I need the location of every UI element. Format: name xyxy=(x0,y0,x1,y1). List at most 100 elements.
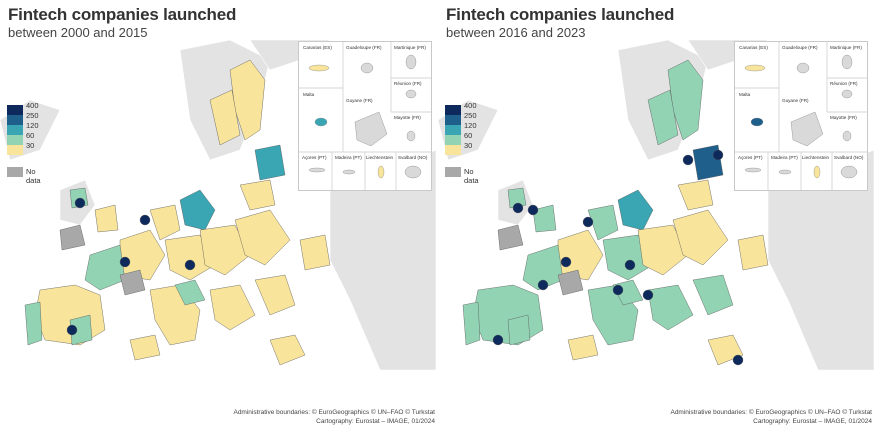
legend-swatch xyxy=(445,135,461,145)
nuts-region xyxy=(617,189,654,231)
inset-box: Canarias (ES) Guadeloupe (FR) Martinique… xyxy=(298,41,432,191)
inset-box: Canarias (ES) Guadeloupe (FR) Martinique… xyxy=(734,41,868,191)
legend-swatch xyxy=(445,115,461,125)
inset-label: Svalbard (NO) xyxy=(834,155,864,160)
legend-swatch xyxy=(7,145,23,155)
nuts-region xyxy=(234,209,291,266)
nuts-region xyxy=(637,224,689,276)
inset-label: Madeira (PT) xyxy=(335,155,362,160)
nuts-region xyxy=(567,334,599,361)
nuts-region xyxy=(522,244,564,291)
capital-region xyxy=(512,202,524,214)
capital-region xyxy=(582,216,594,228)
nuts-region xyxy=(119,269,146,296)
nuts-region xyxy=(299,234,331,271)
capital-region xyxy=(492,334,504,346)
credits-line: Cartography: Eurostat – IMAGE, 01/2024 xyxy=(316,418,435,425)
capital-region xyxy=(537,279,549,291)
nuts-region xyxy=(209,284,256,331)
nuts-region xyxy=(34,284,106,346)
nuts-region xyxy=(677,179,714,211)
nuts-region xyxy=(692,274,734,316)
inset-label: Svalbard (NO) xyxy=(398,155,428,160)
inset-label: Madeira (PT) xyxy=(771,155,798,160)
inset-label: Liechtenstein xyxy=(802,155,830,160)
capital-region xyxy=(66,324,78,336)
nuts-region xyxy=(149,204,181,241)
inset-label: Guadeloupe (FR) xyxy=(346,45,382,50)
inset-label: Martinique (FR) xyxy=(830,45,862,50)
nuts-region xyxy=(254,274,296,316)
nuts-region xyxy=(199,224,251,276)
credits-line: Administrative boundaries: © EuroGeograp… xyxy=(233,409,435,416)
nuts-region xyxy=(472,284,544,346)
inset-label: Malta xyxy=(303,92,315,97)
capital-region xyxy=(119,256,131,268)
inset-label: Açores (PT) xyxy=(738,155,763,160)
inset-label: Guyane (FR) xyxy=(346,98,373,103)
legend-swatch xyxy=(7,125,23,135)
nuts-region xyxy=(69,314,93,346)
inset-label: Açores (PT) xyxy=(302,155,327,160)
inset-label: Martinique (FR) xyxy=(394,45,426,50)
inset-label: Mayotte (FR) xyxy=(830,115,857,120)
map-subtitle: between 2000 and 2015 xyxy=(8,25,148,40)
nuts-region xyxy=(209,89,241,146)
inset-label: Guyane (FR) xyxy=(782,98,809,103)
legend-swatch xyxy=(7,115,23,125)
nuts-region xyxy=(24,301,43,346)
nuts-region xyxy=(672,209,729,266)
capital-region xyxy=(139,214,151,226)
inset-label: Réunion (FR) xyxy=(394,81,422,86)
capital-region xyxy=(184,259,196,271)
non-eu-land xyxy=(767,149,874,371)
capital-region xyxy=(624,259,636,271)
capital-region xyxy=(527,204,539,216)
credits-line: Cartography: Eurostat – IMAGE, 01/2024 xyxy=(753,418,872,425)
nuts-region xyxy=(647,89,679,146)
inset-label: Malta xyxy=(739,92,751,97)
nuts-region xyxy=(84,244,126,291)
nuts-region xyxy=(94,204,119,233)
capital-region xyxy=(712,149,724,161)
nuts-region xyxy=(254,144,286,181)
map-panel-2016-2023: Fintech companies launched between 2016 … xyxy=(438,0,874,405)
inset-dividers xyxy=(299,42,431,190)
legend-swatch xyxy=(7,167,23,177)
inset-dividers xyxy=(735,42,867,190)
inset-label: Canarias (ES) xyxy=(303,45,332,50)
legend-swatch xyxy=(445,145,461,155)
nuts-region xyxy=(174,279,206,306)
nuts-region xyxy=(507,314,531,346)
nuts-region xyxy=(647,284,694,331)
capital-region xyxy=(612,284,624,296)
inset-label: Canarias (ES) xyxy=(739,45,768,50)
nuts-region xyxy=(497,224,524,251)
map-panel-2000-2015: Fintech companies launched between 2000 … xyxy=(0,0,436,405)
map-title: Fintech companies launched xyxy=(8,5,237,24)
map-title: Fintech companies launched xyxy=(446,5,675,24)
non-eu-land xyxy=(329,149,436,371)
nuts-region xyxy=(129,334,161,361)
nuts-region xyxy=(179,189,216,231)
nuts-region xyxy=(587,204,619,241)
map-subtitle: between 2016 and 2023 xyxy=(446,25,586,40)
nuts-region xyxy=(737,234,769,271)
capital-region xyxy=(732,354,744,366)
legend-swatch xyxy=(7,105,23,115)
map-credits: Administrative boundaries: © EuroGeograp… xyxy=(233,408,435,426)
inset-label: Mayotte (FR) xyxy=(394,115,421,120)
nuts-region xyxy=(557,269,584,296)
europe-map xyxy=(438,40,874,380)
nuts-region xyxy=(532,204,557,233)
capital-region xyxy=(74,197,86,209)
legend-swatch xyxy=(445,125,461,135)
inset-label: Liechtenstein xyxy=(366,155,394,160)
inset-label: Réunion (FR) xyxy=(830,81,858,86)
nuts-region xyxy=(462,301,481,346)
capital-region xyxy=(642,289,654,301)
capital-region xyxy=(682,154,694,166)
nuts-region xyxy=(269,334,306,366)
legend-swatch xyxy=(7,135,23,145)
nuts-region xyxy=(507,187,527,209)
